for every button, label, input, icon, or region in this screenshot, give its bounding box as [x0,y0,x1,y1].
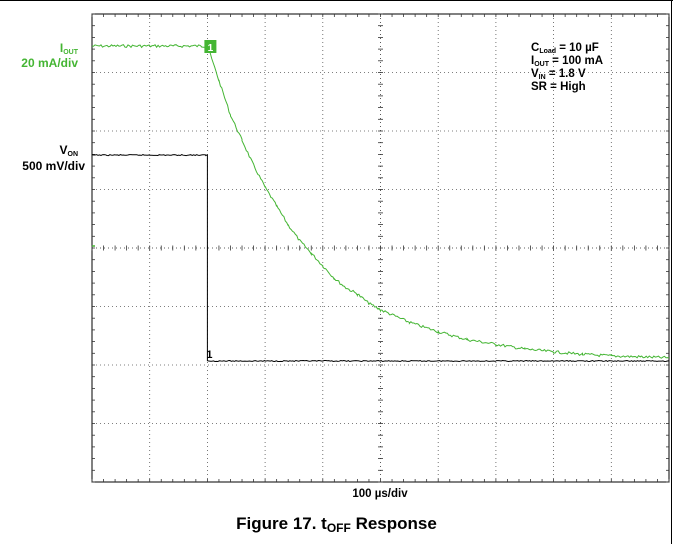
von-channel-label: VON [0,143,79,158]
iout-scale-label: 20 mA/div [21,56,78,70]
iout-subscript: OUT [63,49,78,56]
iout-marker-box [204,40,217,53]
condition-vin: VIN = 1.8 V [531,68,586,81]
condition-cload: CLoad = 10 µF [531,42,599,55]
iout-marker-label: 1 [208,43,214,54]
test-conditions: CLoad = 10 µF IOUT = 100 mA VIN = 1.8 V … [531,42,603,94]
von-symbol: V [59,143,68,157]
figure-caption: Figure 17. tOFF Response [236,514,437,535]
right-frame-line [671,0,672,544]
von-marker-label: 1 [206,349,212,361]
top-frame-line [0,0,673,15]
timebase-label: 100 µs/div [352,488,408,500]
condition-sr: SR = High [531,81,586,93]
traces: 11 [91,40,670,363]
iout-trace [91,44,670,359]
von-trace [91,154,670,363]
condition-iout: IOUT = 100 mA [531,55,604,68]
von-scale-label: 500 mV/div [22,159,85,173]
iout-symbol: I [59,41,64,55]
iout-channel-label: IOUT [0,41,78,56]
grid [91,13,670,483]
von-subscript: ON [67,151,79,158]
